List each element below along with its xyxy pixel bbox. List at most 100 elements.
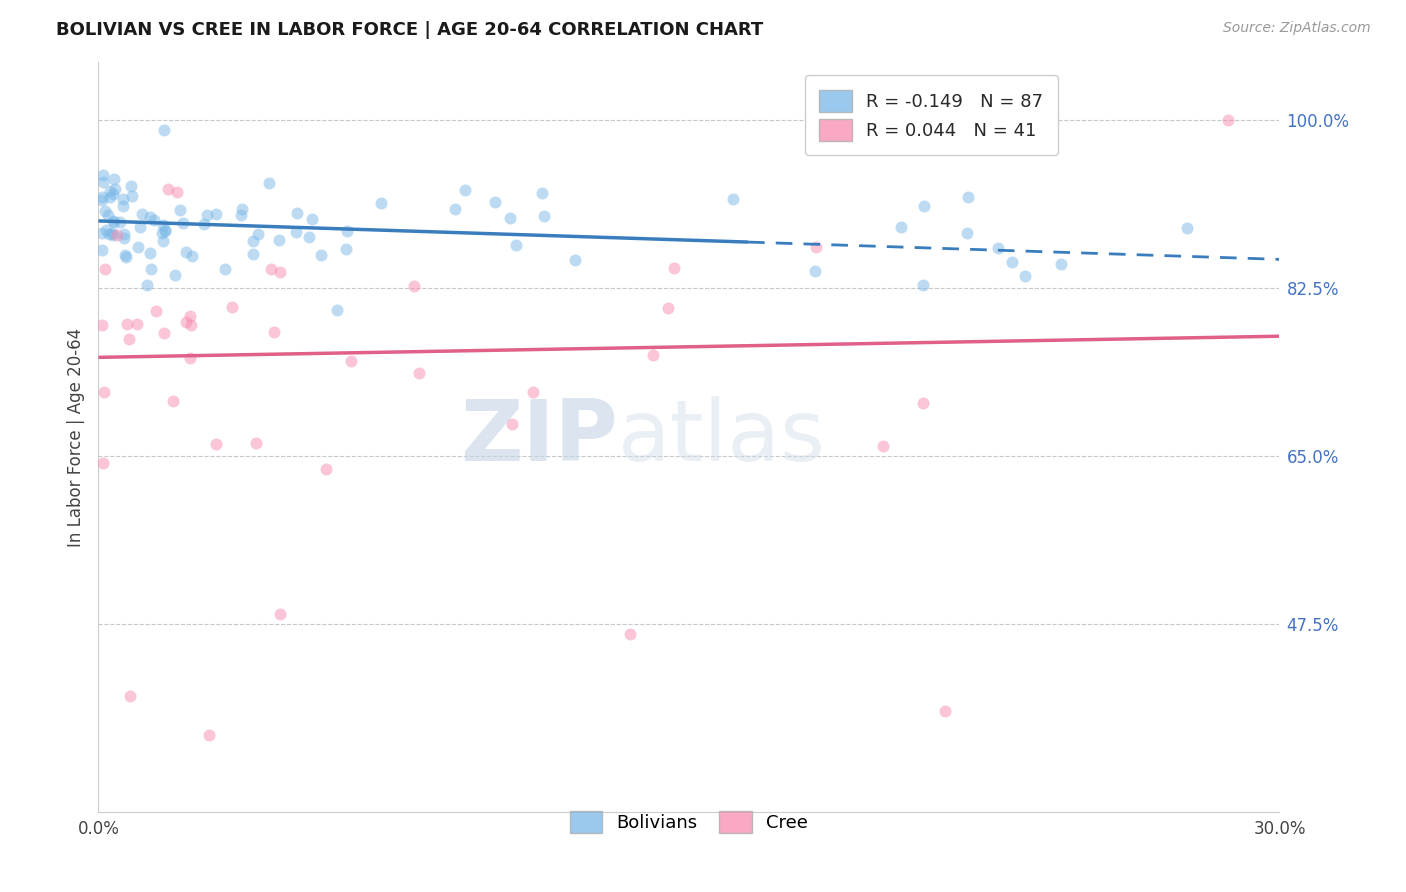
Point: [872, 439, 894, 453]
Point: [912, 278, 935, 293]
Point: [169, 202, 191, 217]
Point: [143, 212, 166, 227]
Point: [111, 199, 134, 213]
Point: [955, 226, 977, 240]
Point: [112, 231, 135, 245]
Point: [245, 436, 267, 450]
Text: ZIP: ZIP: [460, 395, 619, 479]
Point: [156, 182, 179, 196]
Point: [934, 704, 956, 718]
Point: [1001, 255, 1024, 269]
Point: [890, 220, 912, 235]
Point: [91, 456, 114, 470]
Point: [135, 277, 157, 292]
Point: [641, 348, 664, 362]
Point: [505, 238, 527, 252]
Y-axis label: In Labor Force | Age 20-64: In Labor Force | Age 20-64: [66, 327, 84, 547]
Point: [267, 233, 290, 247]
Point: [104, 182, 127, 196]
Point: [162, 393, 184, 408]
Point: [153, 326, 176, 341]
Point: [402, 279, 425, 293]
Point: [311, 248, 333, 262]
Point: [91, 190, 114, 204]
Point: [335, 242, 357, 256]
Point: [484, 194, 506, 209]
Point: [214, 261, 236, 276]
Point: [247, 227, 270, 241]
Point: [121, 189, 143, 203]
Point: [564, 253, 586, 268]
Point: [139, 261, 162, 276]
Point: [125, 317, 148, 331]
Point: [100, 226, 122, 240]
Point: [128, 220, 150, 235]
Point: [139, 246, 162, 260]
Point: [172, 216, 194, 230]
Point: [91, 175, 114, 189]
Point: [193, 217, 215, 231]
Legend: Bolivians, Cree: Bolivians, Cree: [555, 797, 823, 847]
Point: [619, 627, 641, 641]
Point: [1218, 113, 1240, 128]
Point: [114, 248, 136, 262]
Point: [257, 177, 280, 191]
Point: [118, 332, 141, 346]
Point: [128, 239, 150, 253]
Point: [315, 461, 337, 475]
Point: [180, 318, 202, 333]
Point: [166, 185, 188, 199]
Point: [806, 240, 828, 254]
Point: [229, 208, 252, 222]
Point: [138, 211, 160, 225]
Point: [326, 303, 349, 318]
Point: [101, 227, 124, 242]
Point: [115, 317, 138, 331]
Point: [912, 396, 935, 410]
Point: [153, 224, 176, 238]
Point: [180, 249, 202, 263]
Point: [499, 211, 522, 226]
Point: [339, 354, 361, 368]
Point: [263, 325, 285, 339]
Point: [408, 366, 430, 380]
Point: [285, 205, 308, 219]
Point: [103, 172, 125, 186]
Point: [155, 222, 177, 236]
Point: [93, 384, 115, 399]
Point: [152, 122, 174, 136]
Point: [152, 219, 174, 233]
Point: [912, 199, 935, 213]
Point: [91, 243, 114, 257]
Point: [242, 247, 264, 261]
Point: [370, 196, 392, 211]
Point: [444, 202, 467, 216]
Point: [91, 227, 114, 241]
Point: [242, 234, 264, 248]
Point: [111, 192, 134, 206]
Point: [100, 190, 122, 204]
Point: [101, 186, 124, 201]
Point: [150, 226, 173, 240]
Point: [94, 203, 117, 218]
Point: [197, 728, 219, 742]
Point: [101, 214, 124, 228]
Point: [145, 303, 167, 318]
Point: [1175, 221, 1198, 235]
Point: [204, 436, 226, 450]
Point: [108, 215, 131, 229]
Text: BOLIVIAN VS CREE IN LABOR FORCE | AGE 20-64 CORRELATION CHART: BOLIVIAN VS CREE IN LABOR FORCE | AGE 20…: [56, 21, 763, 39]
Point: [179, 351, 201, 365]
Point: [531, 186, 554, 200]
Point: [231, 202, 253, 216]
Point: [721, 192, 744, 206]
Point: [94, 223, 117, 237]
Point: [336, 224, 359, 238]
Point: [956, 190, 979, 204]
Point: [98, 227, 121, 242]
Point: [804, 264, 827, 278]
Point: [91, 168, 114, 182]
Point: [269, 607, 291, 621]
Point: [165, 268, 187, 282]
Point: [454, 183, 477, 197]
